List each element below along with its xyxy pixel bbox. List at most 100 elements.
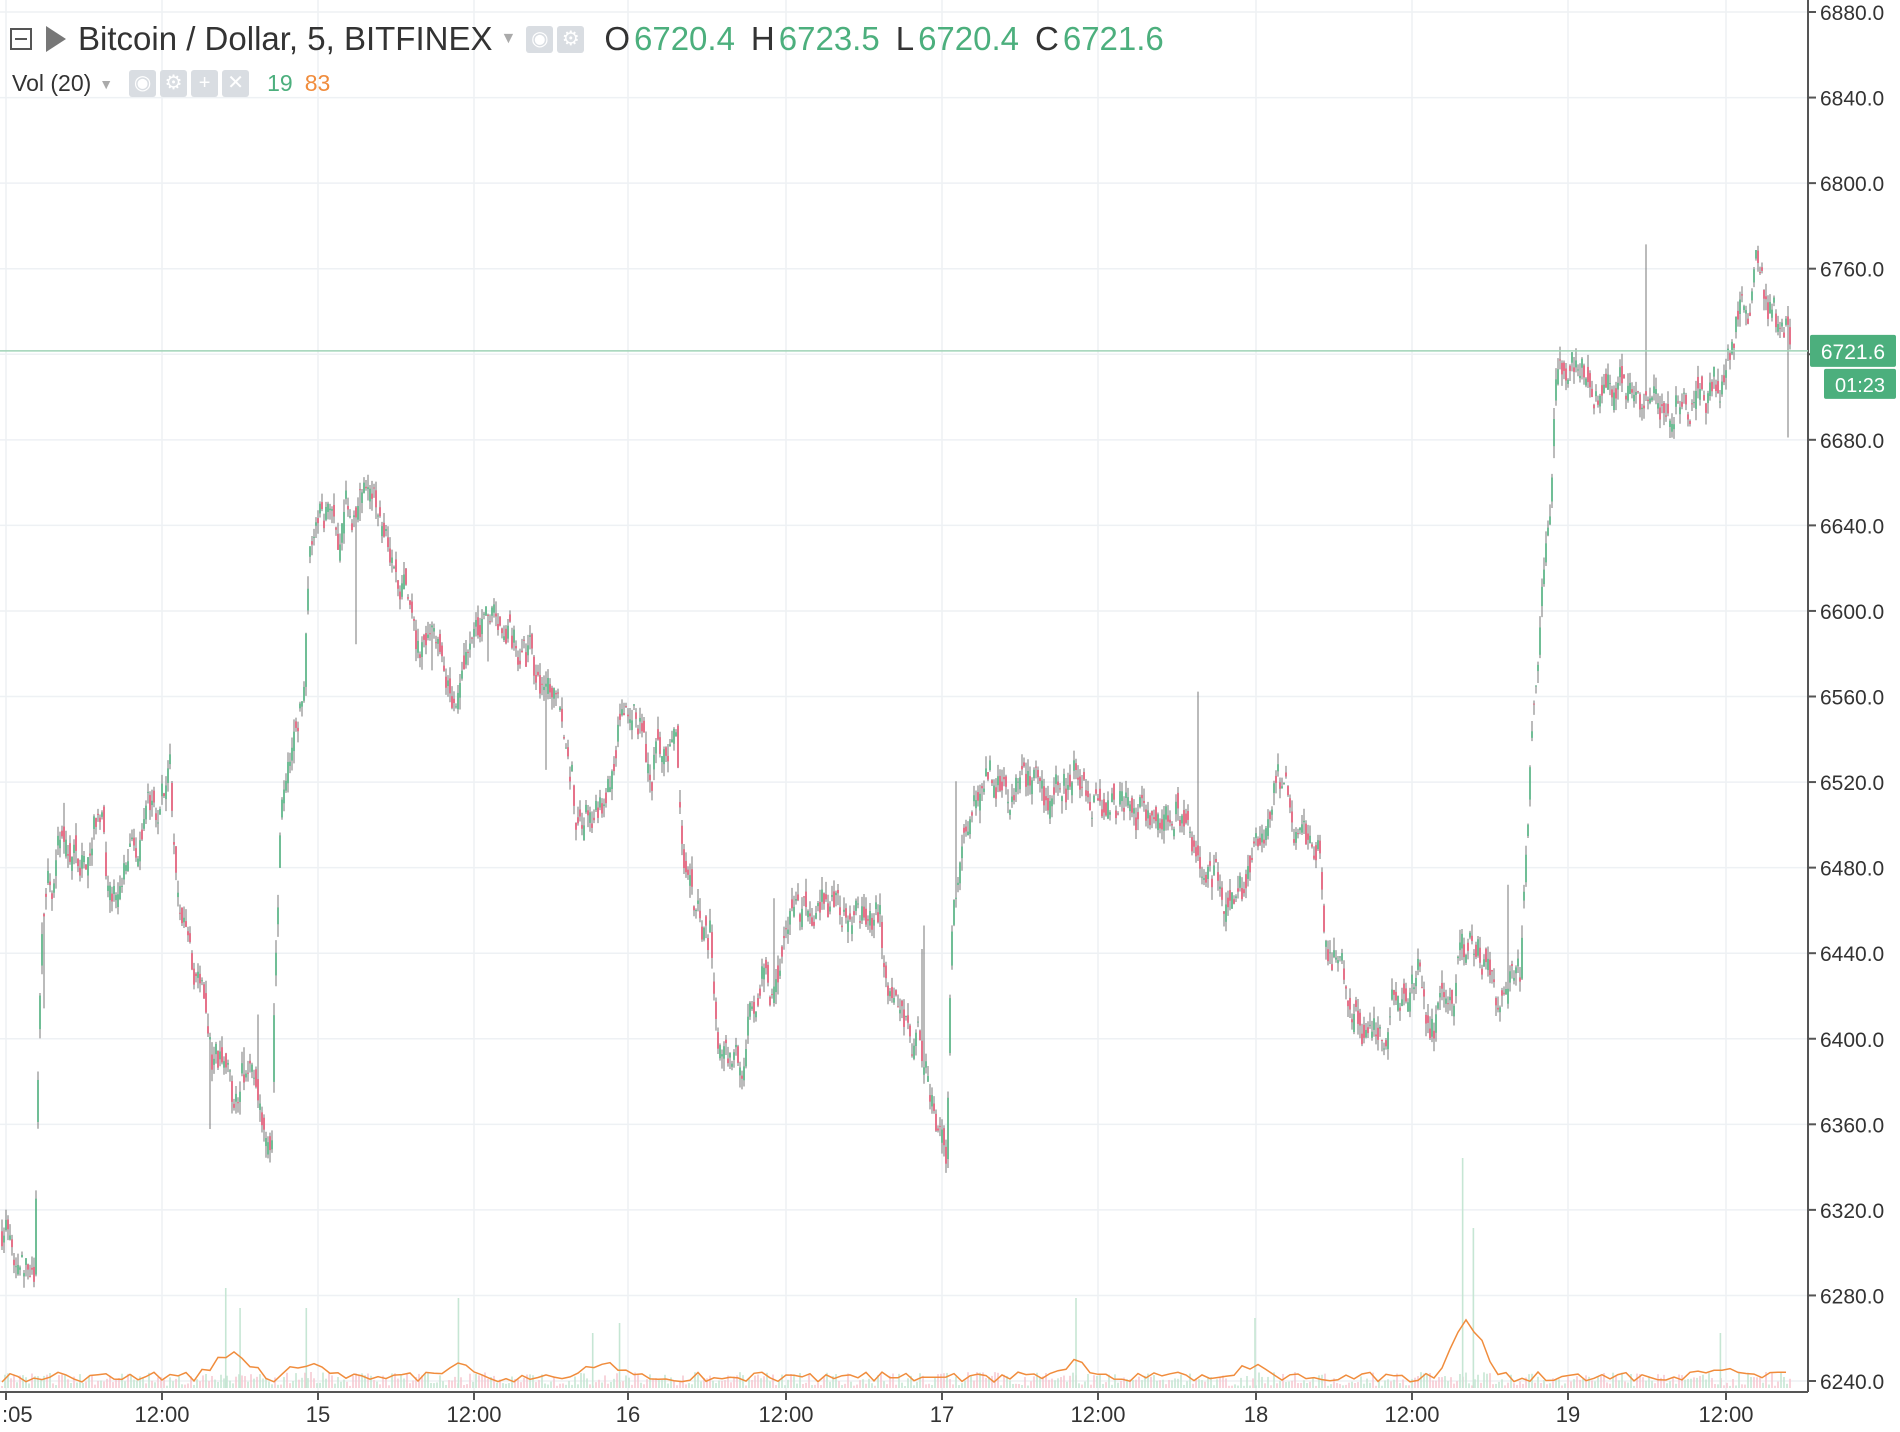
symbol-title[interactable]: Bitcoin / Dollar, 5, BITFINEX	[78, 20, 493, 57]
candle-body	[237, 1102, 239, 1104]
x-tick-label: 12:00	[758, 1402, 813, 1427]
candle-body	[779, 970, 781, 976]
y-tick-label: 6680.0	[1820, 430, 1884, 453]
candle-body	[93, 816, 95, 829]
low-value: 6720.4	[918, 20, 1019, 57]
candle-body	[857, 903, 859, 905]
candle-body	[1645, 391, 1647, 396]
chevron-down-icon[interactable]: ▼	[500, 30, 517, 47]
candle-body	[1037, 769, 1039, 778]
candle-body	[1355, 1000, 1357, 1007]
candle-body	[1351, 1019, 1353, 1023]
candle-body	[1109, 812, 1111, 815]
x-tick-label: :05	[2, 1402, 33, 1427]
collapse-icon[interactable]	[10, 28, 32, 50]
candle-body	[757, 998, 759, 1006]
candle-body	[1253, 841, 1255, 844]
candle-body	[1363, 1024, 1365, 1038]
candle-body	[149, 795, 151, 811]
candle-body	[37, 1079, 39, 1122]
candle-body	[1447, 1003, 1449, 1005]
candle-body	[1161, 819, 1163, 830]
candle-body	[1647, 399, 1649, 401]
gear-icon[interactable]: ⚙	[557, 25, 585, 53]
candle-body	[1769, 301, 1771, 314]
candle-body	[723, 1046, 725, 1059]
candle-body	[393, 566, 395, 568]
candle-body	[797, 894, 799, 901]
candle-body	[581, 825, 583, 829]
price-badge-text: 6721.6	[1821, 341, 1885, 364]
candle-body	[95, 817, 97, 827]
eye-icon[interactable]: ◉	[129, 70, 157, 97]
candle-body	[1743, 306, 1745, 310]
open-value: 6720.4	[633, 20, 735, 57]
candle-body	[429, 633, 431, 635]
candle-body	[537, 671, 539, 676]
candle-body	[909, 1025, 911, 1037]
candle-body	[1411, 974, 1413, 984]
gear-icon[interactable]: ⚙	[160, 70, 188, 97]
candle-body	[297, 727, 299, 732]
candle-body	[1141, 794, 1143, 799]
candle-body	[677, 725, 679, 768]
candle-body	[743, 1066, 745, 1081]
flag-icon[interactable]	[46, 26, 74, 52]
candle-body	[1189, 831, 1191, 833]
candle-body	[953, 899, 955, 925]
candle-body	[975, 800, 977, 809]
candle-body	[819, 902, 821, 913]
candle-body	[1773, 297, 1775, 303]
candle-body	[623, 713, 625, 716]
chevron-down-icon[interactable]: ▼	[99, 75, 114, 92]
low-label: L	[895, 20, 915, 57]
candle-body	[997, 776, 999, 786]
volume-title[interactable]: Vol (20)	[12, 70, 92, 96]
candle-body	[19, 1267, 21, 1270]
candle-body	[555, 693, 557, 695]
candle-body	[1061, 796, 1063, 802]
candle-body	[1693, 402, 1695, 404]
candle-body	[501, 628, 503, 634]
candle-body	[529, 635, 531, 637]
candle-body	[1537, 664, 1539, 672]
plus-icon[interactable]: +	[191, 70, 219, 97]
candle-body	[1207, 867, 1209, 879]
candle-body	[1515, 967, 1517, 974]
candle-body	[1631, 389, 1633, 393]
candle-body	[1073, 760, 1075, 771]
candle-body	[173, 842, 175, 845]
y-tick-label: 6840.0	[1820, 88, 1884, 111]
candle-body	[1393, 989, 1395, 995]
eye-icon[interactable]: ◉	[526, 25, 554, 53]
y-tick-label: 6440.0	[1820, 943, 1884, 966]
candle-body	[305, 633, 307, 687]
candle-body	[1557, 369, 1559, 385]
candle-body	[1655, 389, 1657, 394]
candle-body	[503, 636, 505, 641]
candle-body	[1391, 989, 1393, 1000]
high-label: H	[750, 20, 775, 57]
candle-body	[447, 680, 449, 687]
candle-body	[413, 618, 415, 621]
candle-body	[1087, 791, 1089, 798]
candle-body	[1309, 835, 1311, 844]
candle-body	[1213, 865, 1215, 875]
candle-body	[837, 889, 839, 894]
candle-body	[865, 908, 867, 925]
candle-body	[829, 906, 831, 912]
candle-body	[471, 637, 473, 639]
high-value: 6723.5	[778, 20, 880, 57]
candle-body	[949, 998, 951, 1054]
candle-body	[611, 771, 613, 790]
candle-body	[831, 894, 833, 897]
candle-body	[919, 1030, 921, 1041]
candle-body	[1651, 397, 1653, 401]
candle-body	[483, 613, 485, 615]
candle-body	[1111, 793, 1113, 803]
candle-body	[495, 613, 497, 617]
candle-body	[693, 906, 695, 911]
candle-body	[699, 910, 701, 919]
close-icon[interactable]: ✕	[222, 70, 250, 97]
